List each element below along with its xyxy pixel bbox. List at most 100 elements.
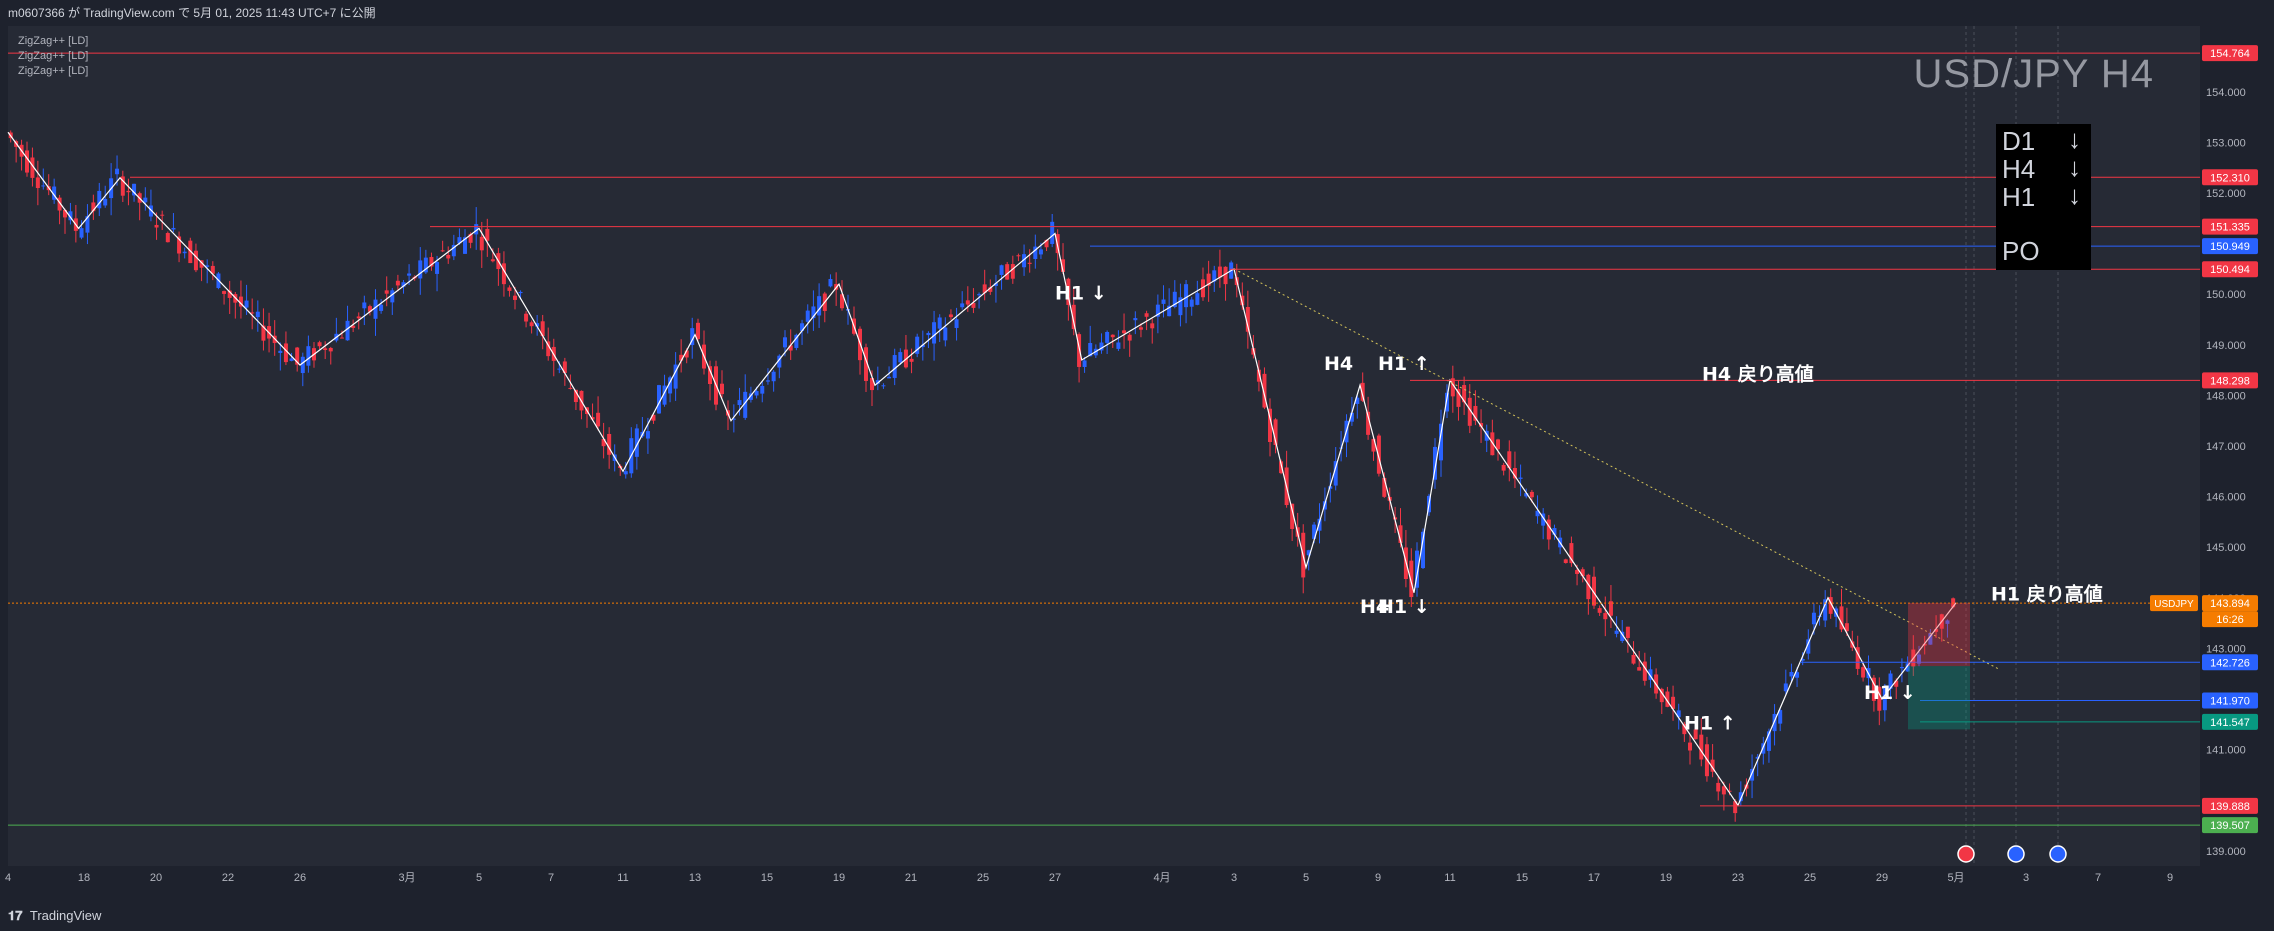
candle-body bbox=[1290, 503, 1295, 529]
chart-annotation: H1 ↑ bbox=[1378, 353, 1430, 375]
symbol-tag-label: USDJPY bbox=[2154, 599, 2194, 610]
candle-body bbox=[182, 251, 187, 254]
candle-body bbox=[634, 428, 639, 457]
candle-body bbox=[1306, 550, 1311, 556]
candle-body bbox=[864, 347, 868, 381]
candle-body bbox=[379, 304, 384, 311]
candle-body bbox=[1206, 273, 1211, 286]
candle-body bbox=[1273, 419, 1278, 446]
candle-body bbox=[463, 237, 468, 254]
chart-annotation: H1 ↓ bbox=[1055, 282, 1107, 304]
candle-body bbox=[1496, 439, 1500, 450]
candle-body bbox=[479, 236, 484, 251]
candle-body bbox=[1178, 297, 1183, 316]
candle-body bbox=[1823, 599, 1828, 621]
brand-name[interactable]: TradingView bbox=[29, 908, 102, 923]
candle-body bbox=[440, 250, 445, 252]
candle-body bbox=[731, 418, 736, 420]
candle-body bbox=[546, 341, 551, 357]
candle-body bbox=[1268, 408, 1272, 443]
candle-body bbox=[485, 228, 490, 241]
price-level-tag bbox=[2202, 218, 2258, 235]
publish-header: m0607366 が TradingView.com で 5月 01, 2025… bbox=[0, 0, 2274, 26]
candle-body bbox=[1456, 388, 1461, 407]
candle-body bbox=[1223, 266, 1228, 285]
x-tick-label: 22 bbox=[222, 872, 234, 884]
candle-body bbox=[395, 280, 400, 286]
candle-body bbox=[91, 202, 96, 212]
price-level-value: 139.888 bbox=[2210, 801, 2250, 813]
trend-row-h4: H4 ↓ bbox=[2002, 152, 2081, 185]
x-tick-label: 26 bbox=[294, 872, 306, 884]
candle-body bbox=[988, 287, 993, 292]
candle-body bbox=[1648, 669, 1653, 680]
candle-body bbox=[892, 355, 897, 378]
candle-body bbox=[1546, 519, 1551, 540]
chart-annotation: H4 bbox=[1324, 353, 1353, 375]
candle-body bbox=[1462, 385, 1467, 403]
candle-body bbox=[1586, 574, 1591, 600]
candle-body bbox=[828, 279, 833, 287]
candle-body bbox=[971, 302, 976, 308]
candle-body bbox=[1479, 423, 1484, 427]
trend-label: D1 bbox=[2002, 126, 2036, 156]
candle-body bbox=[384, 290, 389, 294]
indicator-label[interactable]: ZigZag++ [LD] bbox=[18, 65, 89, 77]
candle-body bbox=[1240, 295, 1245, 306]
candle-body bbox=[261, 325, 266, 341]
indicator-label[interactable]: ZigZag++ [LD] bbox=[18, 35, 89, 47]
candle-body bbox=[1871, 677, 1876, 701]
candle-body bbox=[451, 244, 456, 257]
candle-body bbox=[1105, 331, 1110, 343]
candle-body bbox=[255, 311, 260, 318]
candle-body bbox=[25, 150, 29, 173]
indicator-label[interactable]: ZigZag++ [LD] bbox=[18, 50, 89, 62]
candle-body bbox=[1366, 411, 1371, 435]
candle-body bbox=[300, 356, 305, 374]
candle-body bbox=[1806, 639, 1811, 654]
candle-body bbox=[418, 260, 423, 279]
candle-body bbox=[1882, 685, 1887, 711]
candle-body bbox=[754, 391, 759, 396]
candle-body bbox=[679, 354, 684, 361]
trend-label: H1 bbox=[2002, 182, 2036, 212]
candle-body bbox=[1642, 661, 1647, 681]
candle-body bbox=[205, 265, 210, 267]
candle-body bbox=[1473, 405, 1478, 421]
candle-body bbox=[607, 433, 612, 455]
candle-body bbox=[1766, 731, 1771, 751]
candle-body bbox=[1212, 270, 1217, 282]
candle-body bbox=[1888, 673, 1893, 689]
candle-body bbox=[1738, 792, 1743, 802]
candle-body bbox=[367, 306, 372, 312]
candle-body bbox=[41, 185, 46, 187]
candle-body bbox=[1682, 723, 1687, 735]
price-chart[interactable]: 139.000141.000142.000143.000144.000145.0… bbox=[0, 26, 2274, 901]
candle-body bbox=[362, 302, 367, 309]
candle-body bbox=[474, 224, 479, 235]
candle-body bbox=[1245, 307, 1250, 332]
x-tick-label: 18 bbox=[78, 872, 90, 884]
price-level-value: 143.894 bbox=[2210, 598, 2250, 610]
candle-body bbox=[1066, 278, 1071, 305]
candle-body bbox=[1861, 667, 1866, 678]
candle-body bbox=[1409, 560, 1414, 598]
candle-body bbox=[429, 257, 434, 267]
economic-event-icon bbox=[1957, 845, 1975, 863]
candle-body bbox=[524, 313, 529, 322]
x-tick-label: 3 bbox=[2023, 872, 2029, 884]
candle-body bbox=[513, 295, 517, 300]
candle-body bbox=[811, 306, 816, 319]
candle-body bbox=[1077, 334, 1082, 367]
candle-body bbox=[356, 316, 361, 319]
candle-body bbox=[1917, 654, 1921, 664]
price-level-value: 152.310 bbox=[2210, 172, 2250, 184]
candle-body bbox=[1894, 680, 1899, 687]
candle-body bbox=[881, 385, 886, 387]
candle-body bbox=[57, 197, 62, 211]
candle-body bbox=[965, 300, 970, 305]
x-tick-label: 17 bbox=[1588, 872, 1600, 884]
candle-body bbox=[1828, 597, 1833, 614]
tradingview-logo-icon[interactable]: 𝟏𝟕 bbox=[8, 908, 23, 923]
candle-body bbox=[1710, 759, 1715, 772]
